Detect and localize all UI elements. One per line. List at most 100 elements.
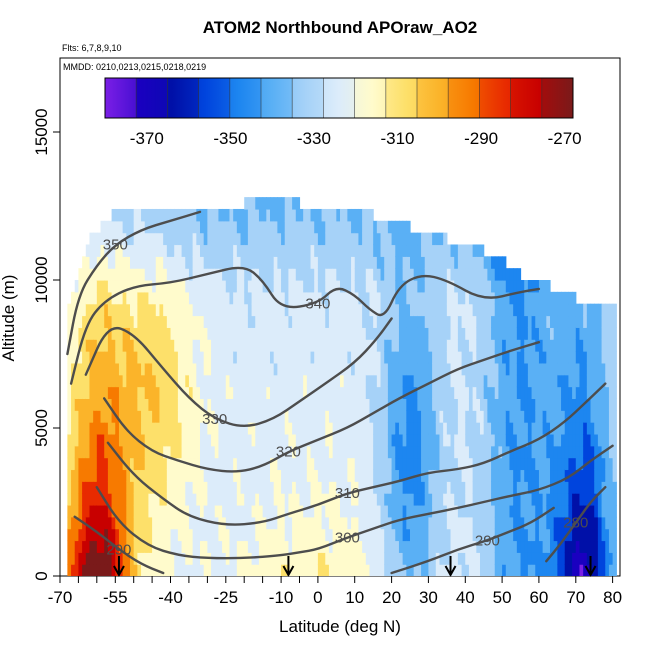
heatmap-cell [428, 493, 433, 506]
heatmap-cell [538, 374, 544, 388]
heatmap-cell [472, 339, 477, 352]
heatmap-cell [133, 445, 138, 459]
heatmap-cell [465, 564, 470, 576]
heatmap-cell [130, 339, 135, 352]
heatmap-cell [516, 433, 522, 447]
heatmap-cell [85, 516, 91, 530]
heatmap-cell [185, 445, 190, 459]
heatmap-cell [270, 504, 275, 518]
heatmap-cell [115, 220, 120, 234]
heatmap-cell [185, 244, 190, 257]
heatmap-cell [130, 410, 135, 423]
heatmap-cell [531, 528, 536, 542]
heatmap-cell [472, 504, 477, 518]
heatmap-cell [461, 327, 466, 340]
heatmap-cell [258, 208, 264, 222]
heatmap-cell [491, 516, 496, 530]
heatmap-cell [557, 504, 562, 518]
heatmap-cell [174, 504, 179, 518]
heatmap-cell [487, 386, 492, 399]
heatmap-cell [454, 374, 459, 388]
heatmap-cell [170, 351, 175, 364]
heatmap-cell [391, 516, 396, 530]
heatmap-cell [314, 552, 319, 565]
heatmap-cell [126, 528, 131, 542]
heatmap-cell [270, 374, 275, 388]
heatmap-cell [218, 256, 223, 269]
heatmap-cell [365, 516, 371, 530]
heatmap-cell [67, 445, 72, 459]
heatmap-cell [115, 386, 120, 399]
heatmap-cell [561, 422, 566, 435]
heatmap-cell [133, 457, 138, 471]
heatmap-cell [104, 315, 109, 328]
heatmap-cell [553, 315, 558, 328]
heatmap-cell [572, 445, 577, 459]
heatmap-field [67, 197, 617, 576]
heatmap-cell [144, 457, 150, 471]
heatmap-cell [597, 422, 603, 435]
heatmap-cell [398, 327, 404, 340]
heatmap-cell [229, 516, 234, 530]
heatmap-cell [520, 280, 525, 293]
heatmap-cell [520, 291, 525, 305]
heatmap-cell [480, 386, 485, 399]
heatmap-cell [520, 398, 525, 411]
heatmap-cell [594, 469, 599, 482]
heatmap-cell [96, 552, 102, 565]
heatmap-cell [233, 339, 238, 352]
heatmap-cell [439, 540, 444, 553]
heatmap-cell [89, 564, 94, 576]
heatmap-cell [402, 528, 407, 542]
heatmap-cell [387, 351, 393, 364]
heatmap-cell [277, 268, 282, 281]
heatmap-cell [513, 528, 518, 542]
heatmap-cell [78, 280, 83, 293]
heatmap-cell [185, 398, 190, 411]
heatmap-cell [85, 445, 91, 459]
heatmap-cell [428, 244, 433, 257]
heatmap-cell [303, 564, 308, 576]
heatmap-cell [443, 398, 448, 411]
heatmap-cell [465, 315, 470, 328]
heatmap-cell [351, 362, 356, 376]
heatmap-cell [126, 398, 131, 411]
heatmap-cell [398, 433, 404, 447]
heatmap-cell [78, 469, 83, 482]
heatmap-cell [601, 433, 606, 447]
heatmap-cell [325, 268, 330, 281]
heatmap-cell [155, 410, 161, 423]
heatmap-cell [144, 398, 150, 411]
heatmap-cell [89, 374, 94, 388]
heatmap-cell [115, 481, 120, 494]
heatmap-cell [244, 504, 249, 518]
heatmap-cell [196, 315, 201, 328]
heatmap-cell [325, 445, 330, 459]
heatmap-cell [85, 481, 91, 494]
heatmap-cell [314, 291, 319, 305]
heatmap-cell [292, 232, 297, 246]
heatmap-cell [608, 504, 614, 518]
heatmap-cell [233, 208, 238, 222]
heatmap-cell [141, 327, 146, 340]
heatmap-cell [196, 564, 201, 576]
heatmap-cell [535, 410, 540, 423]
heatmap-cell [491, 268, 496, 281]
heatmap-cell [461, 244, 466, 257]
heatmap-cell [100, 280, 105, 293]
heatmap-cell [531, 410, 536, 423]
heatmap-cell [450, 504, 455, 518]
heatmap-cell [513, 291, 518, 305]
heatmap-cell [299, 244, 304, 257]
heatmap-cell [527, 398, 533, 411]
heatmap-cell [247, 268, 253, 281]
heatmap-cell [266, 280, 271, 293]
heatmap-cell [561, 457, 566, 471]
heatmap-cell [395, 410, 400, 423]
heatmap-cell [546, 280, 551, 293]
heatmap-cell [222, 232, 227, 246]
heatmap-cell [93, 469, 98, 482]
heatmap-cell [255, 256, 260, 269]
heatmap-cell [494, 374, 500, 388]
heatmap-cell [96, 516, 102, 530]
